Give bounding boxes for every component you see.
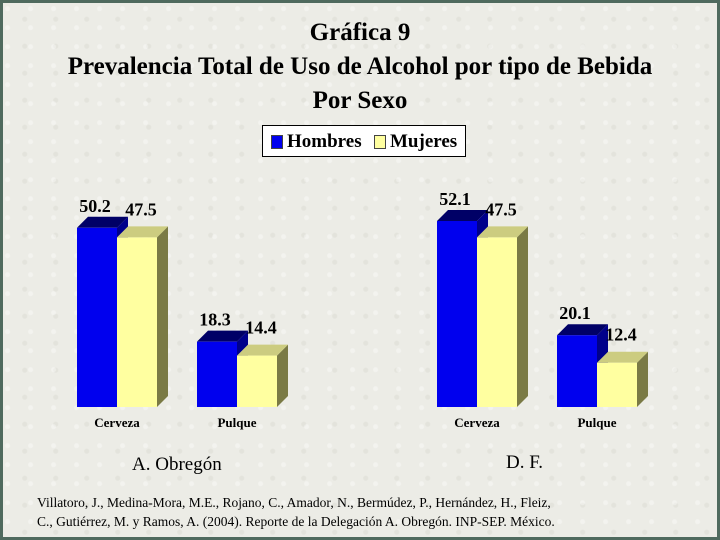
bar-1-0-1-side — [517, 226, 528, 407]
bar-0-0-0 — [77, 227, 117, 407]
bar-0-0-1-side — [157, 226, 168, 407]
category-label-0-1: Pulque — [217, 415, 256, 430]
bar-1-1-1-value-label: 12.4 — [605, 325, 637, 345]
bar-1-0-1 — [477, 237, 517, 407]
bar-1-0-0-value-label: 52.1 — [439, 189, 471, 209]
bar-0-1-1-value-label: 14.4 — [245, 318, 277, 338]
bar-1-0-0-top — [437, 210, 488, 222]
bar-0-1-1-side — [277, 344, 288, 407]
bar-0-0-0-value-label: 50.2 — [79, 196, 111, 216]
chart-legend: Hombres Mujeres — [262, 125, 466, 157]
bar-0-0-1-top — [117, 226, 168, 238]
legend-swatch-mujeres — [374, 135, 386, 149]
chart-title-line-3: Por Sexo — [312, 87, 408, 114]
group-label-a-obregon: A. Obregón — [132, 454, 222, 475]
bar-1-1-0-top — [557, 324, 608, 336]
bar-1-0-0 — [437, 221, 477, 407]
bar-0-0-1-value-label: 47.5 — [125, 199, 157, 219]
legend-swatch-hombres — [271, 135, 283, 149]
bar-1-0-1-top — [477, 226, 528, 238]
bar-0-0-0-top — [77, 216, 128, 228]
bar-0-1-0-value-label: 18.3 — [199, 310, 231, 330]
source-citation: Villatoro, J., Medina-Mora, M.E., Rojano… — [37, 493, 687, 531]
group-label-df: D. F. — [506, 452, 544, 473]
category-label-1-1: Pulque — [577, 415, 616, 430]
bar-0-1-1 — [237, 355, 277, 407]
bar-1-1-1-side — [637, 351, 648, 407]
bar-0-1-0 — [197, 341, 237, 407]
bar-1-1-0-value-label: 20.1 — [559, 303, 591, 323]
legend-label-mujeres: Mujeres — [390, 131, 458, 152]
bar-1-1-1-top — [597, 351, 648, 363]
bar-0-0-1 — [117, 237, 157, 407]
chart-title-line-2: Prevalencia Total de Uso de Alcohol por … — [67, 53, 653, 80]
source-line-1: Villatoro, J., Medina-Mora, M.E., Rojano… — [37, 495, 551, 510]
category-label-1-0: Cerveza — [454, 415, 500, 430]
bar-1-0-1-value-label: 47.5 — [485, 199, 517, 219]
source-line-2: C., Gutiérrez, M. y Ramos, A. (2004). Re… — [37, 514, 555, 529]
bar-0-1-0-top — [197, 330, 248, 342]
chart-title-line-1: Gráfica 9 — [309, 19, 411, 46]
bar-1-1-1 — [597, 362, 637, 407]
category-label-0-0: Cerveza — [94, 415, 140, 430]
bar-1-1-0 — [557, 335, 597, 407]
legend-label-hombres: Hombres — [287, 131, 362, 152]
bar-0-1-1-top — [237, 344, 288, 356]
